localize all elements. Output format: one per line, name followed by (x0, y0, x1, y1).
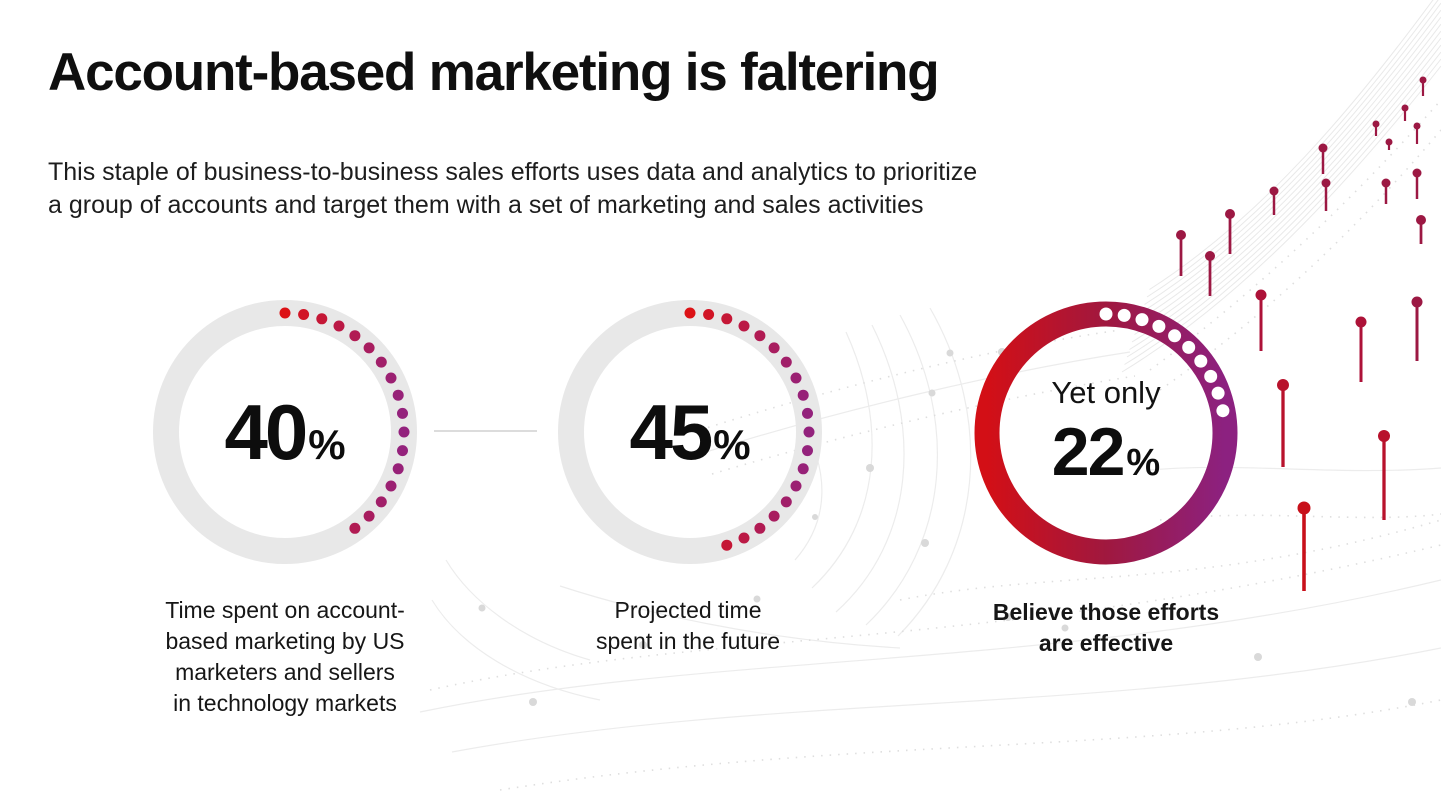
stat-value: 45 (629, 387, 713, 476)
gauge-current-ring (153, 300, 417, 564)
stat-unit: % (1126, 442, 1161, 484)
gauge-dots (279, 307, 410, 534)
data-pins (1176, 76, 1427, 591)
stat-unit: % (713, 420, 751, 468)
gauge-dots (1099, 307, 1230, 418)
stat-unit: % (308, 420, 346, 468)
gauge-effectiveness: Yet only 22 % (966, 293, 1246, 573)
page-title: Account-based marketing is faltering (48, 43, 940, 102)
stat-block: 40 % (145, 292, 425, 572)
gauge-projected-time: 45 % (550, 292, 830, 572)
caption-current-time: Time spent on account- based marketing b… (165, 597, 405, 716)
connector-line (434, 430, 537, 432)
gauge-current-time: 40 % (145, 292, 425, 572)
gauge-effectiveness-ring (974, 301, 1238, 565)
stat-prefix: Yet only (1051, 375, 1161, 410)
caption-projected-time: Projected time spent in the future (595, 597, 781, 654)
page-subtitle: This staple of business-to-business sale… (48, 158, 978, 219)
stat-value: 40 (224, 387, 308, 476)
gauge-projected-ring (558, 300, 822, 564)
gauge-dots (684, 307, 815, 551)
dotted-lines (429, 99, 1441, 791)
stat-block: Yet only 22 % (966, 293, 1246, 573)
stat-block: 45 % (550, 292, 830, 572)
stat-value: 22 (1051, 414, 1126, 490)
caption-effectiveness: Believe those efforts are effective (992, 599, 1220, 656)
